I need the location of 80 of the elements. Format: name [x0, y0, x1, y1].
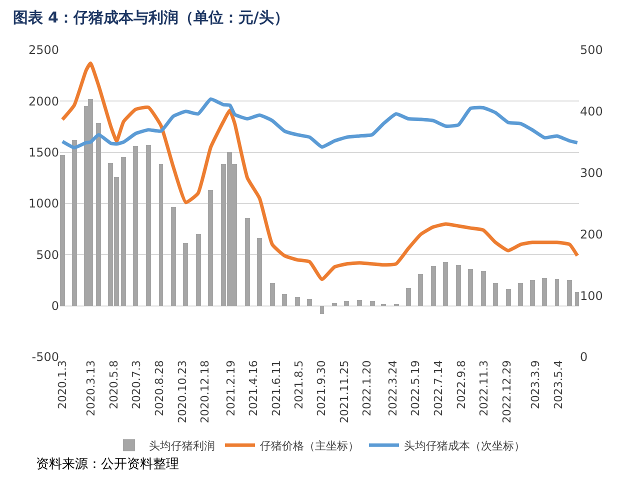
y2-tick-label: 500 — [580, 43, 603, 58]
bar — [443, 262, 448, 306]
bar — [332, 303, 337, 306]
bar — [567, 280, 572, 306]
bar — [121, 157, 126, 306]
bar — [183, 243, 188, 306]
x-tick-label: 2021.6.11 — [270, 360, 283, 416]
bar — [575, 292, 579, 306]
x-tick-label: 2021.8.5 — [292, 360, 306, 410]
y-tick-label: 2500 — [28, 43, 59, 58]
x-tick-label: 2022.9.8 — [454, 360, 468, 410]
legend-label: 头均仔猪利润 — [149, 439, 215, 452]
x-tick-label: 2021.9.30 — [315, 360, 328, 416]
bar — [88, 99, 93, 306]
bar — [481, 271, 486, 306]
bar — [418, 274, 423, 306]
bar — [530, 280, 535, 306]
bar — [245, 218, 250, 306]
x-tick-label: 2023.3.9 — [528, 360, 542, 410]
x-tick-label: 2022.5.19 — [409, 360, 422, 416]
bar — [555, 279, 559, 306]
bar — [518, 283, 523, 306]
x-tick-label: 2021.2.19 — [224, 360, 238, 416]
bar — [133, 146, 138, 306]
y2-tick-label: 400 — [580, 104, 603, 119]
x-tick-label: 2023.5.4 — [552, 360, 565, 410]
bar — [370, 301, 375, 306]
y2-tick-label: 300 — [580, 166, 603, 180]
x-tick-label: 2020.7.3 — [130, 360, 144, 410]
bar — [72, 140, 77, 306]
bar — [257, 238, 262, 306]
bar — [196, 234, 201, 306]
x-tick-label: 2020.3.13 — [84, 360, 98, 416]
bar — [357, 300, 362, 306]
x-tick-label: 2021.4.16 — [247, 360, 260, 416]
bar — [282, 294, 287, 306]
bar — [456, 265, 461, 306]
chart-title: 图表 4：仔猪成本与利润（单位：元/头） — [12, 8, 289, 27]
bar — [320, 306, 324, 314]
bar — [542, 278, 547, 306]
bar — [307, 299, 312, 306]
bar — [406, 288, 411, 306]
bar — [146, 145, 151, 306]
x-tick-label: 2020.8.28 — [152, 360, 166, 416]
x-tick-label: 2022.3.24 — [386, 360, 400, 416]
y-tick-label: 0 — [51, 299, 59, 314]
bar — [295, 297, 300, 306]
bar — [171, 207, 176, 306]
bar — [431, 266, 436, 306]
line-series — [60, 62, 579, 281]
x-tick-label: 2020.5.8 — [107, 360, 120, 410]
y-tick-label: 2000 — [28, 94, 59, 108]
y-tick-label: 500 — [36, 248, 59, 262]
x-tick-label: 2020.10.23 — [176, 360, 189, 424]
y2-tick-label: 0 — [580, 350, 588, 364]
text: 资料来源：公开资料整理 — [36, 457, 179, 472]
bar — [344, 301, 349, 306]
x-tick-label: 2020.12.18 — [198, 360, 212, 424]
y-tick-label: -500 — [32, 350, 59, 364]
x-tick-label: 2022.1.20 — [360, 360, 374, 416]
x-tick-label: 2022.11.3 — [478, 360, 491, 416]
bar — [270, 283, 275, 306]
y2-tick-label: 200 — [580, 227, 603, 242]
line-series — [60, 97, 579, 150]
y-tick-label: 1500 — [28, 146, 59, 160]
x-tick-label: 2020.1.3 — [56, 360, 70, 410]
x-tick-label: 2021.11.25 — [338, 360, 351, 424]
bar — [159, 164, 163, 306]
x-tick-label: 2022.12.29 — [500, 360, 514, 424]
x-tick-label: 2022.7.14 — [432, 360, 446, 416]
bar — [208, 190, 213, 306]
legend-label: 头均仔猪成本（次坐标） — [404, 439, 525, 452]
bar — [468, 269, 473, 306]
bar — [493, 283, 498, 306]
legend-label: 仔猪价格（主坐标） — [260, 439, 359, 452]
y2-tick-label: 100 — [580, 288, 603, 303]
bar — [506, 289, 511, 306]
bar — [60, 155, 65, 306]
y-tick-label: 1000 — [28, 196, 59, 211]
bar — [96, 123, 101, 306]
